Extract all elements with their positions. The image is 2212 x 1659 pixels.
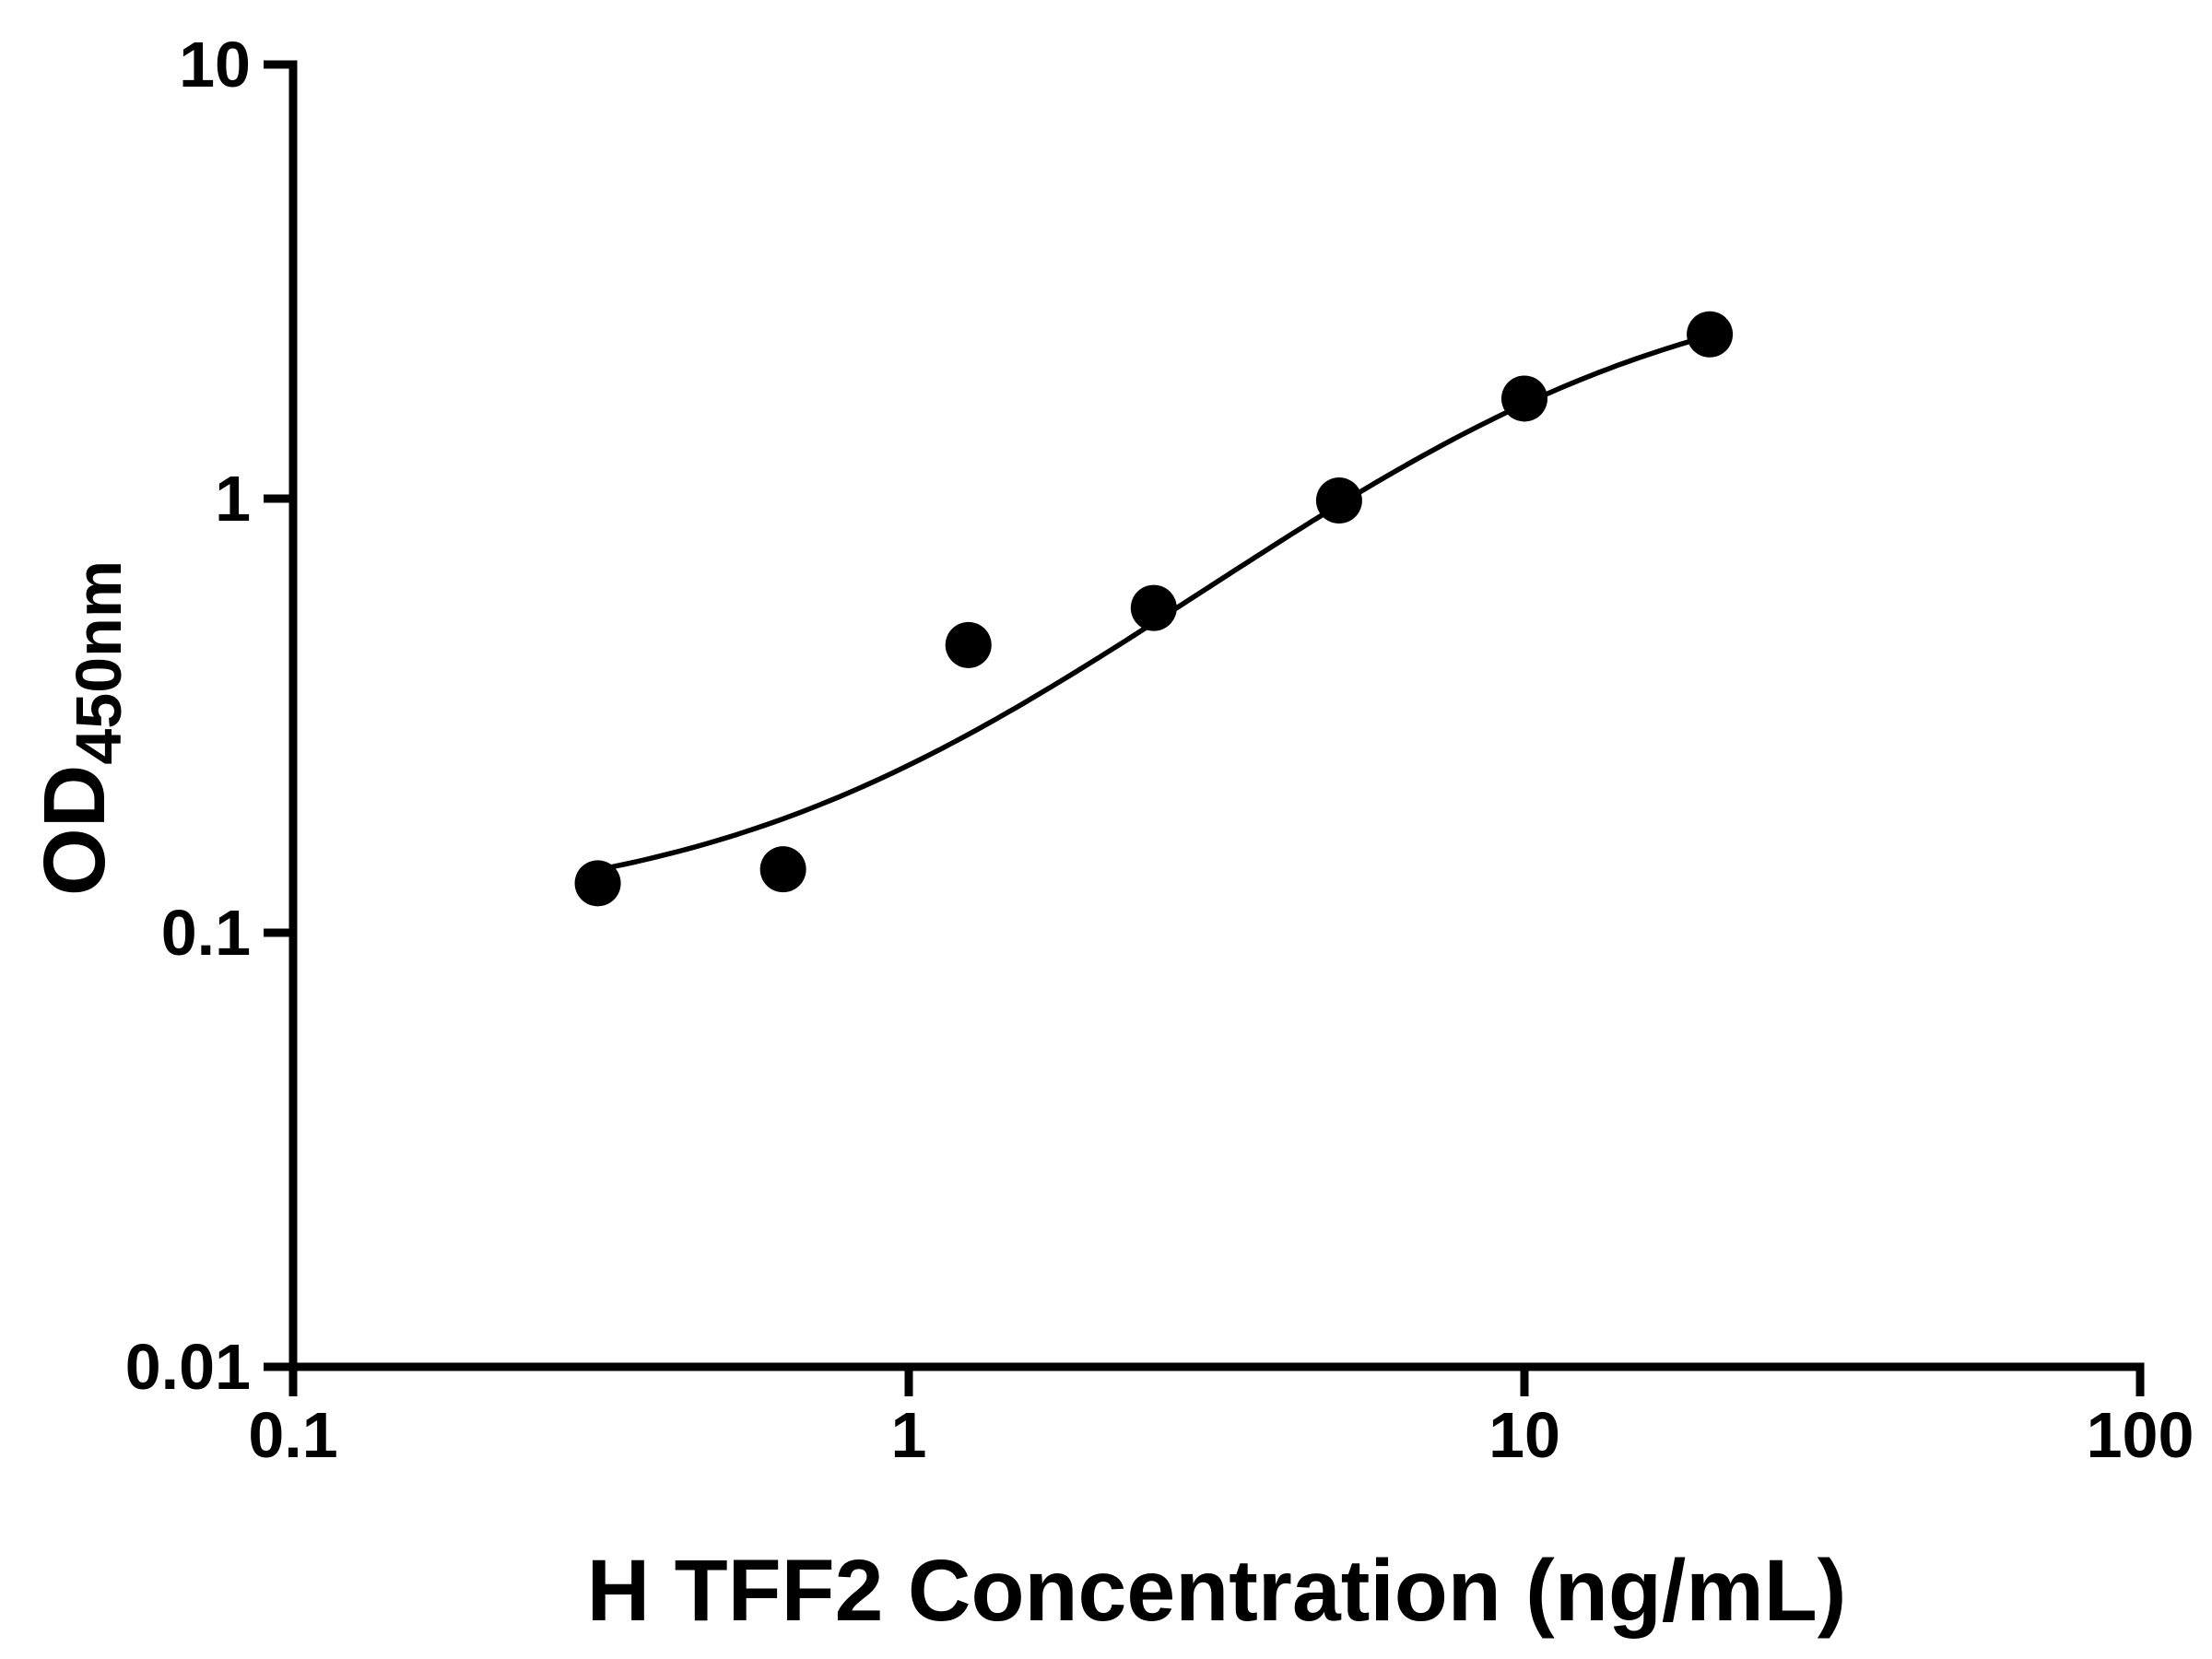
- data-point: [1501, 375, 1547, 422]
- y-tick-label-10: 10: [179, 29, 251, 100]
- y-tick-label-0.1: 0.1: [161, 897, 251, 969]
- data-point: [1687, 311, 1734, 358]
- x-tick-label-1: 1: [891, 1399, 927, 1471]
- y-tick-label-0.01: 0.01: [125, 1331, 251, 1403]
- y-axis-title-main: OD: [26, 764, 124, 897]
- data-point: [759, 846, 806, 893]
- data-point: [945, 621, 992, 668]
- x-tick-label-10: 10: [1488, 1399, 1560, 1471]
- axes-spines: [288, 60, 2145, 1371]
- data-point: [1315, 477, 1362, 524]
- y-axis-title-subscript: 450nm: [63, 559, 135, 765]
- y-tick-label-1: 1: [215, 463, 251, 535]
- x-tick-label-100: 100: [2087, 1399, 2194, 1471]
- data-point: [1130, 584, 1177, 631]
- data-point: [574, 860, 621, 907]
- x-axis-title: H TFF2 Concentration (ng/mL): [586, 1542, 1847, 1640]
- x-tick-label-0.1: 0.1: [248, 1399, 337, 1471]
- y-axis-title: OD450nm: [26, 560, 135, 896]
